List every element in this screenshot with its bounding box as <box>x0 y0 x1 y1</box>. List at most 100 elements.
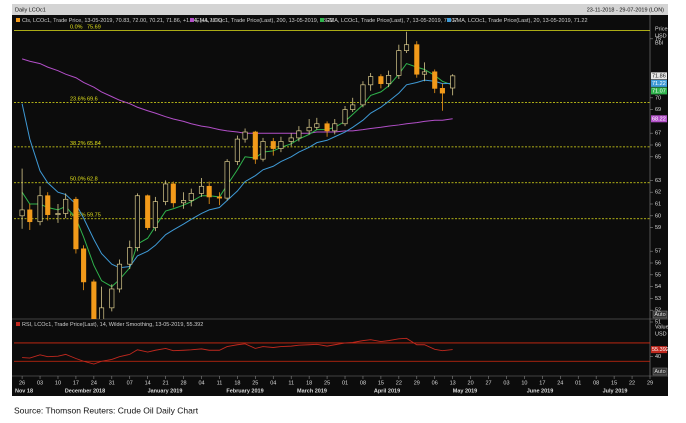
legend-label: Cls, LCOc1, Trade Price, 13-05-2019, 70.… <box>22 18 222 24</box>
x-tick-label: 25 <box>252 380 258 386</box>
x-tick-label: 07 <box>127 380 133 386</box>
candle-body <box>19 209 25 217</box>
legend-label: RSI, LCOc1, Trade Price(Last), 14, Wilde… <box>22 322 203 328</box>
candle-body <box>403 44 410 51</box>
legend-swatch <box>190 18 194 22</box>
x-tick-label: 17 <box>73 380 79 386</box>
rsi-line <box>22 337 453 365</box>
fib-value: 62.8 <box>87 177 98 183</box>
auto-button-label[interactable]: Auto <box>654 312 665 318</box>
x-tick-label: 27 <box>485 380 491 386</box>
month-label: July 2019 <box>603 388 628 394</box>
ema-line <box>21 62 453 288</box>
last-value-box <box>651 72 667 80</box>
y-tick-label: 51 <box>655 319 661 325</box>
y-tick-label: 61 <box>655 201 661 207</box>
candle-body <box>378 76 384 84</box>
candle-body <box>152 201 158 228</box>
candle-body <box>63 198 69 214</box>
month-label: December 2018 <box>65 388 105 394</box>
candle-body <box>296 130 302 139</box>
candle-body <box>127 247 133 265</box>
fib-ratio: 23.6% <box>70 96 86 102</box>
candle-body <box>198 185 205 194</box>
month-label: February 2019 <box>226 388 263 394</box>
candle-body <box>306 126 312 132</box>
y-axis-label: Bbl <box>655 40 663 46</box>
candle-body <box>224 161 230 199</box>
candle-body <box>396 50 402 76</box>
ema-line <box>21 79 453 269</box>
y-tick-label: 62 <box>655 190 661 196</box>
candle-body <box>170 183 176 204</box>
x-tick-label: 25 <box>324 380 330 386</box>
candle-body <box>37 195 43 223</box>
legend-label: EMA, LCOc1, Trade Price(Last), 20, 13-05… <box>453 18 588 24</box>
month-label: January 2019 <box>148 388 183 394</box>
chart-title: Daily LCOc1 <box>15 7 46 13</box>
rsi-y-tick-label: 40 <box>655 354 661 360</box>
y-tick-label: 52 <box>655 308 661 314</box>
fib-value: 75.69 <box>87 25 101 31</box>
candle-body <box>314 123 320 128</box>
auto-button-label[interactable]: Auto <box>654 369 665 375</box>
x-tick-label: 10 <box>521 380 527 386</box>
candle-body <box>116 263 123 290</box>
x-tick-label: 24 <box>91 380 97 386</box>
candle-body <box>145 195 151 228</box>
y-tick-label: 59 <box>655 225 661 231</box>
y-tick-label: 69 <box>655 107 661 113</box>
legend-swatch <box>16 18 20 22</box>
x-tick-label: 08 <box>360 380 366 386</box>
candle-body <box>73 198 79 250</box>
fib-ratio: 50.0% <box>70 177 86 183</box>
auto-button-box[interactable] <box>652 310 668 319</box>
x-tick-label: 01 <box>575 380 581 386</box>
fib-value: 59.75 <box>87 213 101 219</box>
rsi-axis-label: USD <box>655 331 667 337</box>
x-tick-label: 21 <box>163 380 169 386</box>
x-tick-label: 15 <box>378 380 384 386</box>
x-tick-label: 13 <box>450 380 456 386</box>
y-tick-label: 57 <box>655 249 661 255</box>
rsi-axis-label: Value <box>655 324 669 330</box>
candle-body <box>45 195 51 215</box>
month-label: May 2019 <box>453 388 477 394</box>
chart-background <box>12 4 668 396</box>
candle-body <box>188 193 194 201</box>
x-tick-label: 04 <box>270 380 276 386</box>
candle-body <box>350 104 356 110</box>
candle-body <box>342 109 348 125</box>
x-tick-label: 08 <box>593 380 599 386</box>
x-tick-label: 29 <box>647 380 653 386</box>
y-axis-label: USD <box>655 33 667 39</box>
candle-body <box>360 84 366 106</box>
x-tick-label: 18 <box>306 380 312 386</box>
y-tick-label: 63 <box>655 178 661 184</box>
candle-body <box>421 71 428 75</box>
x-tick-label: 11 <box>288 380 294 386</box>
y-tick-label: 75 <box>655 36 661 42</box>
x-tick-label: 15 <box>611 380 617 386</box>
auto-button[interactable]: Auto <box>652 367 668 376</box>
ema-line <box>21 58 453 134</box>
legend-swatch <box>320 18 324 22</box>
y-axis-label: Price <box>655 26 668 32</box>
y-tick-label: 55 <box>655 272 661 278</box>
x-tick-label: 10 <box>55 380 61 386</box>
x-tick-label: 03 <box>37 380 43 386</box>
x-tick-label: 17 <box>539 380 545 386</box>
x-tick-label: 29 <box>414 380 420 386</box>
x-tick-label: 26 <box>19 380 25 386</box>
auto-button-box[interactable] <box>652 367 668 376</box>
last-value-label: 71.07 <box>652 88 666 94</box>
candle-body <box>181 200 187 204</box>
candle-body <box>98 307 105 319</box>
y-tick-label: 60 <box>655 213 661 219</box>
date-range: 23-11-2018 - 29-07-2019 (LON) <box>587 7 664 13</box>
y-tick-label: 53 <box>655 296 661 302</box>
fib-value: 69.6 <box>87 96 98 102</box>
auto-button[interactable]: Auto <box>652 310 668 319</box>
candle-body <box>234 138 240 162</box>
